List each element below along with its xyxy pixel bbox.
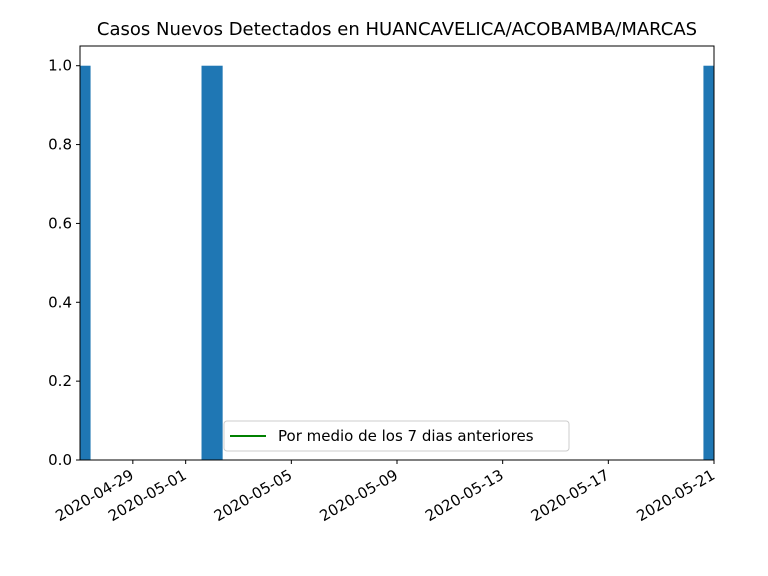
legend: Por medio de los 7 dias anteriores bbox=[223, 420, 570, 452]
bars bbox=[80, 65, 714, 460]
y-tick-label: 0.4 bbox=[48, 293, 72, 311]
y-tick-label: 0.8 bbox=[48, 136, 72, 154]
plot-frame bbox=[79, 45, 715, 461]
bar bbox=[201, 65, 223, 460]
bar bbox=[703, 65, 714, 460]
y-tick-label: 1.0 bbox=[48, 57, 72, 75]
y-axis: 0.0 0.2 0.4 0.6 0.8 1.0 bbox=[48, 57, 80, 469]
legend-box bbox=[223, 420, 570, 452]
legend-label: Por medio de los 7 dias anteriores bbox=[278, 427, 534, 445]
chart-title: Casos Nuevos Detectados en HUANCAVELICA/… bbox=[97, 19, 697, 40]
y-tick-label: 0.6 bbox=[48, 214, 72, 232]
y-tick-label: 0.0 bbox=[48, 451, 72, 469]
bar bbox=[80, 65, 91, 460]
y-tick-label: 0.2 bbox=[48, 372, 72, 390]
